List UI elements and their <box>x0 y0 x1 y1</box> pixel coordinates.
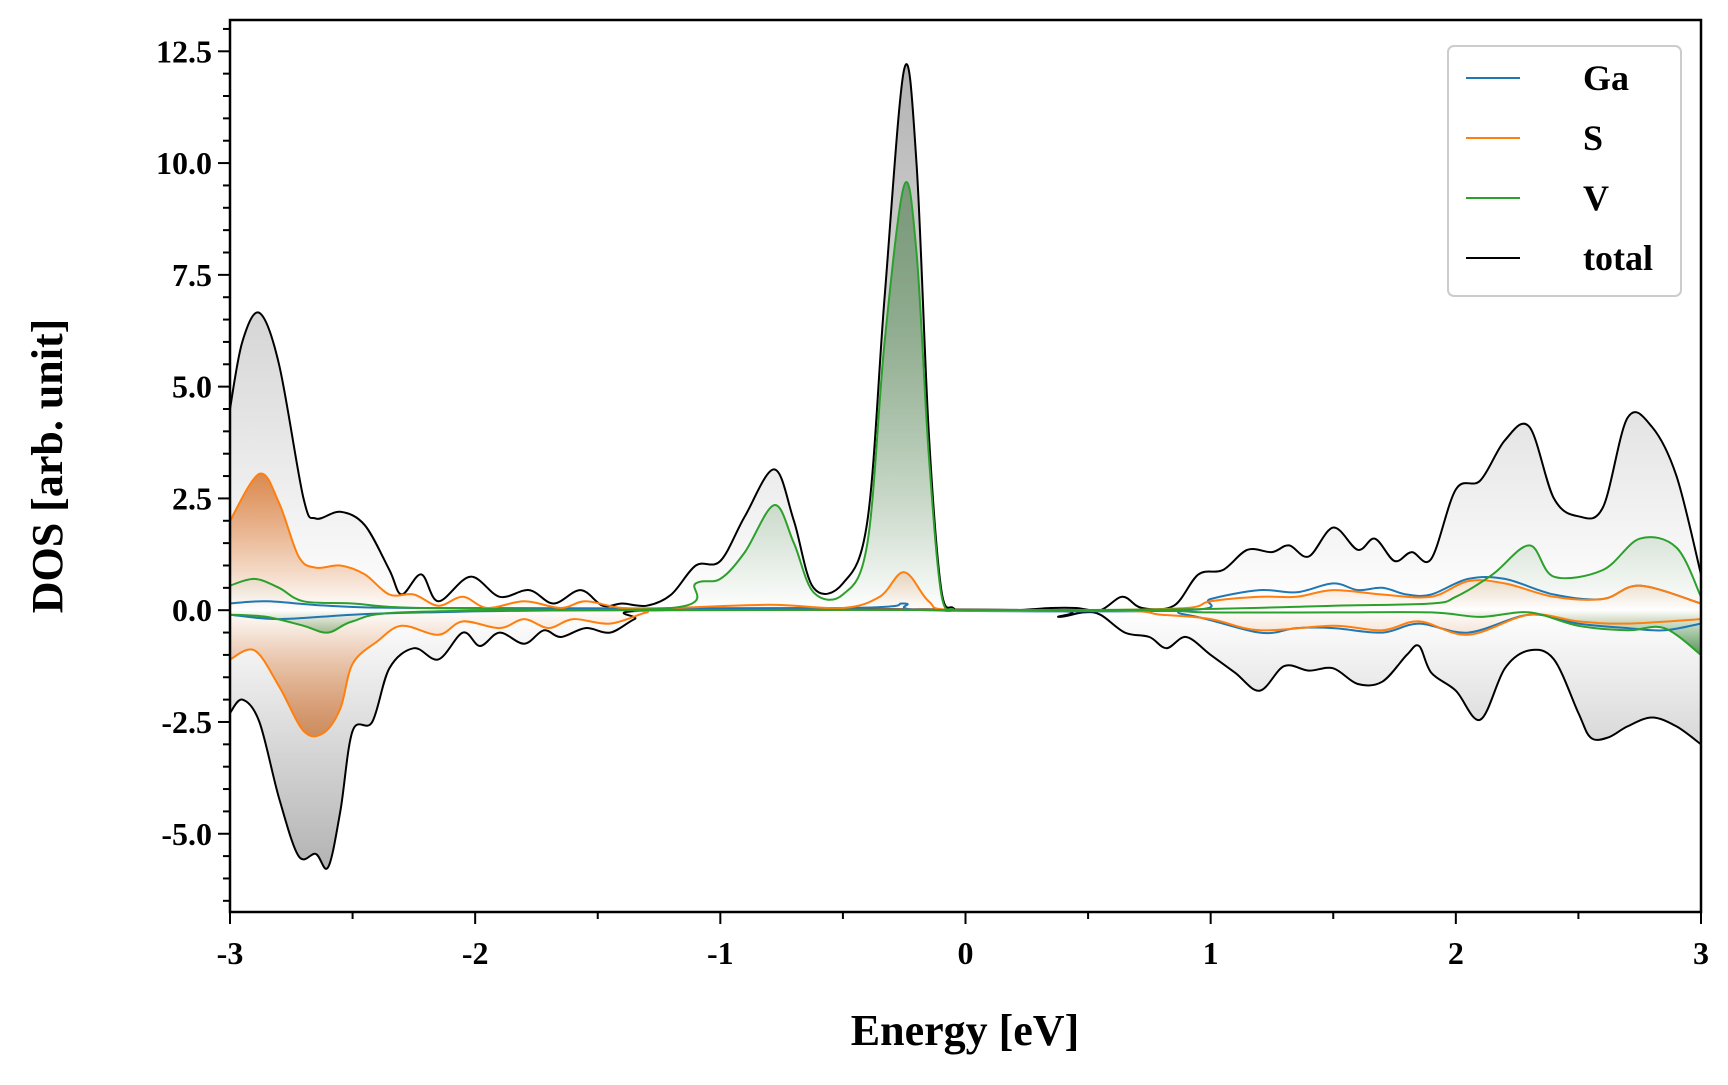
legend-item-ga: Ga <box>1466 58 1629 98</box>
legend-item-total: total <box>1466 238 1653 278</box>
ga-up-line <box>230 575 1701 613</box>
x-tick-label: 1 <box>1203 935 1219 971</box>
x-tick-label: -1 <box>707 935 734 971</box>
legend-box <box>1447 45 1682 297</box>
v-down-line <box>230 608 1701 656</box>
total-down-fill <box>230 609 1701 869</box>
x-axis: -3 -2 -1 0 1 2 3 <box>217 912 1709 971</box>
x-tick-label: 3 <box>1693 935 1709 971</box>
y-tick-label: -2.5 <box>161 704 212 740</box>
legend-label: V <box>1583 178 1609 218</box>
x-tick-label: 0 <box>958 935 974 971</box>
s-up-line <box>230 472 1701 612</box>
dos-lines <box>230 63 1701 870</box>
y-axis: -5.0 -2.5 0.0 2.5 5.0 7.5 10.0 12.5 <box>156 27 230 902</box>
x-tick-label: -2 <box>462 935 489 971</box>
y-tick-label: 2.5 <box>172 480 212 516</box>
x-axis-label: Energy [eV] <box>851 1006 1080 1055</box>
y-tick-label: 7.5 <box>172 257 212 293</box>
y-tick-label: 0.0 <box>172 592 212 628</box>
legend-label: S <box>1583 118 1603 158</box>
x-tick-label: 2 <box>1448 935 1464 971</box>
legend-item-s: S <box>1466 118 1603 158</box>
y-tick-label: 10.0 <box>156 145 212 181</box>
y-tick-label: -5.0 <box>161 816 212 852</box>
total-up-line <box>230 63 1701 612</box>
total-up-fill <box>230 64 1701 611</box>
legend-item-v: V <box>1466 178 1609 218</box>
y-axis-label: DOS [arb. unit] <box>23 319 72 614</box>
x-tick-label: -3 <box>217 935 244 971</box>
legend-label: Ga <box>1583 58 1629 98</box>
y-tick-label: 12.5 <box>156 33 212 69</box>
legend-label: total <box>1583 238 1653 278</box>
y-tick-label: 5.0 <box>172 369 212 405</box>
s-down-line <box>230 608 1701 738</box>
